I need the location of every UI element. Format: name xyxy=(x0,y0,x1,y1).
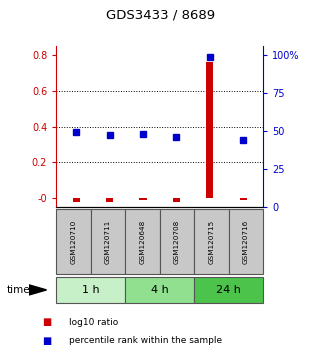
Polygon shape xyxy=(29,285,47,295)
Text: 1 h: 1 h xyxy=(82,285,100,295)
Text: GSM120716: GSM120716 xyxy=(243,219,249,264)
Text: 4 h: 4 h xyxy=(151,285,169,295)
Text: GSM120711: GSM120711 xyxy=(105,219,111,264)
Bar xyxy=(239,198,247,200)
Text: 24 h: 24 h xyxy=(216,285,241,295)
Bar xyxy=(173,198,180,202)
Text: log10 ratio: log10 ratio xyxy=(69,318,118,327)
Text: GSM120715: GSM120715 xyxy=(208,219,214,264)
Bar xyxy=(73,198,80,202)
Text: GDS3433 / 8689: GDS3433 / 8689 xyxy=(106,9,215,22)
Text: ■: ■ xyxy=(42,336,51,346)
Text: ■: ■ xyxy=(42,317,51,327)
Bar xyxy=(139,198,147,200)
Text: GSM120648: GSM120648 xyxy=(139,219,145,264)
Text: GSM120708: GSM120708 xyxy=(174,219,180,264)
Bar xyxy=(106,198,113,202)
Text: GSM120710: GSM120710 xyxy=(70,219,76,264)
Text: time: time xyxy=(7,285,31,295)
Text: percentile rank within the sample: percentile rank within the sample xyxy=(69,336,222,345)
Bar xyxy=(206,62,213,198)
